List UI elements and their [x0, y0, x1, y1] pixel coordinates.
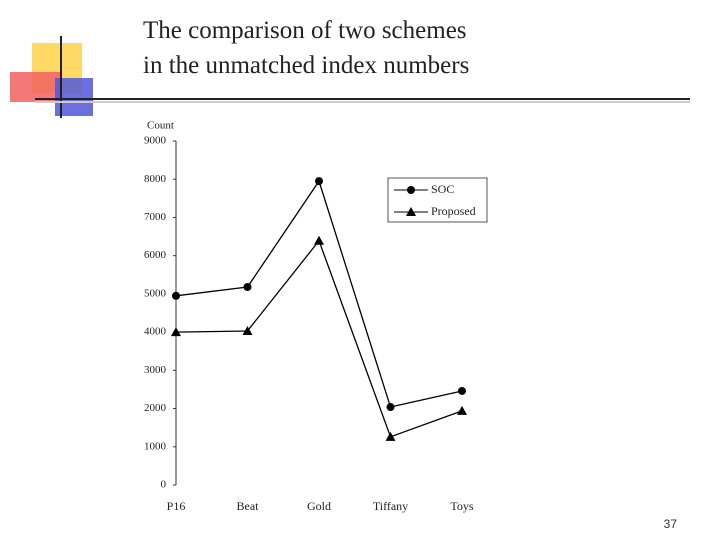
series-line [175, 179, 463, 408]
y-tick-label: 9000 [144, 135, 167, 147]
y-tick-label: 0 [161, 479, 167, 491]
point [406, 207, 416, 216]
point [172, 291, 180, 300]
series-line [175, 239, 463, 438]
legend-label: Proposed [431, 204, 476, 218]
point [171, 327, 181, 337]
x-tick-label: P16 [167, 499, 186, 513]
point [315, 177, 323, 186]
point [386, 403, 395, 412]
y-tick-label: 7000 [144, 211, 167, 223]
slide-title: in the unmatched index numbers [143, 52, 469, 79]
point [457, 405, 467, 415]
legend-box [387, 177, 488, 223]
point [407, 186, 415, 194]
y-tick-label: 1000 [144, 440, 167, 452]
x-tick-label: Gold [307, 499, 331, 513]
x-tick-label: Toys [450, 499, 473, 513]
x-tick-label: Tiffany [373, 499, 408, 513]
point [458, 386, 466, 395]
point [314, 235, 324, 245]
y-tick-label: 4000 [144, 326, 167, 338]
y-tick-label: 2000 [144, 402, 167, 414]
deco-red [10, 72, 60, 102]
y-tick-label: 6000 [144, 249, 167, 261]
legend-label: SOC [431, 182, 454, 196]
point [243, 283, 252, 292]
y-tick-label: 3000 [144, 364, 167, 376]
slide-title: The comparison of two schemes [143, 17, 467, 44]
point [385, 431, 396, 441]
y-tick-label: 5000 [144, 287, 167, 299]
x-tick-label: Beat [237, 499, 260, 513]
y-axis-label: Count [147, 120, 174, 132]
point [242, 325, 253, 335]
y-tick-label: 8000 [144, 173, 167, 185]
page-number: 37 [664, 517, 678, 531]
